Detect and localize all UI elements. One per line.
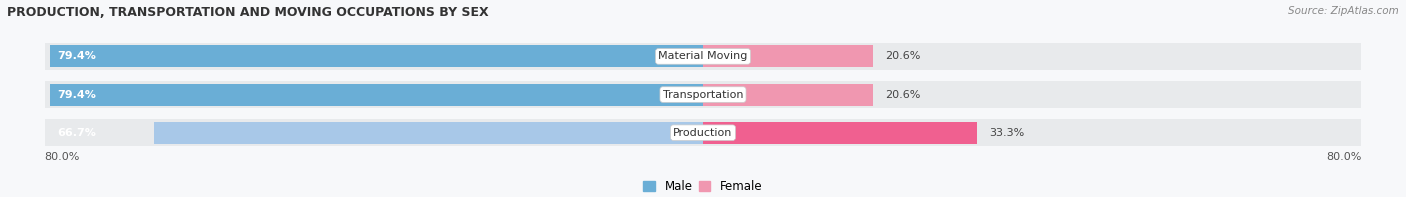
Legend: Male, Female: Male, Female [638,175,768,197]
Bar [45,81,1361,108]
Bar [45,43,1361,70]
Text: 79.4%: 79.4% [56,90,96,99]
Text: Transportation: Transportation [662,90,744,99]
Text: 80.0%: 80.0% [1326,152,1361,162]
Text: 66.7%: 66.7% [56,128,96,138]
Bar [703,122,977,144]
Text: Production: Production [673,128,733,138]
Text: 80.0%: 80.0% [45,152,80,162]
Bar [155,122,703,144]
Bar [703,45,873,68]
Text: 20.6%: 20.6% [884,51,921,61]
Bar [49,84,703,106]
Bar [703,84,873,106]
Text: 79.4%: 79.4% [56,51,96,61]
Text: PRODUCTION, TRANSPORTATION AND MOVING OCCUPATIONS BY SEX: PRODUCTION, TRANSPORTATION AND MOVING OC… [7,6,489,19]
Bar [49,45,703,68]
Text: 33.3%: 33.3% [990,128,1025,138]
Bar [45,119,1361,146]
Text: Material Moving: Material Moving [658,51,748,61]
Text: Source: ZipAtlas.com: Source: ZipAtlas.com [1288,6,1399,16]
Text: 20.6%: 20.6% [884,90,921,99]
